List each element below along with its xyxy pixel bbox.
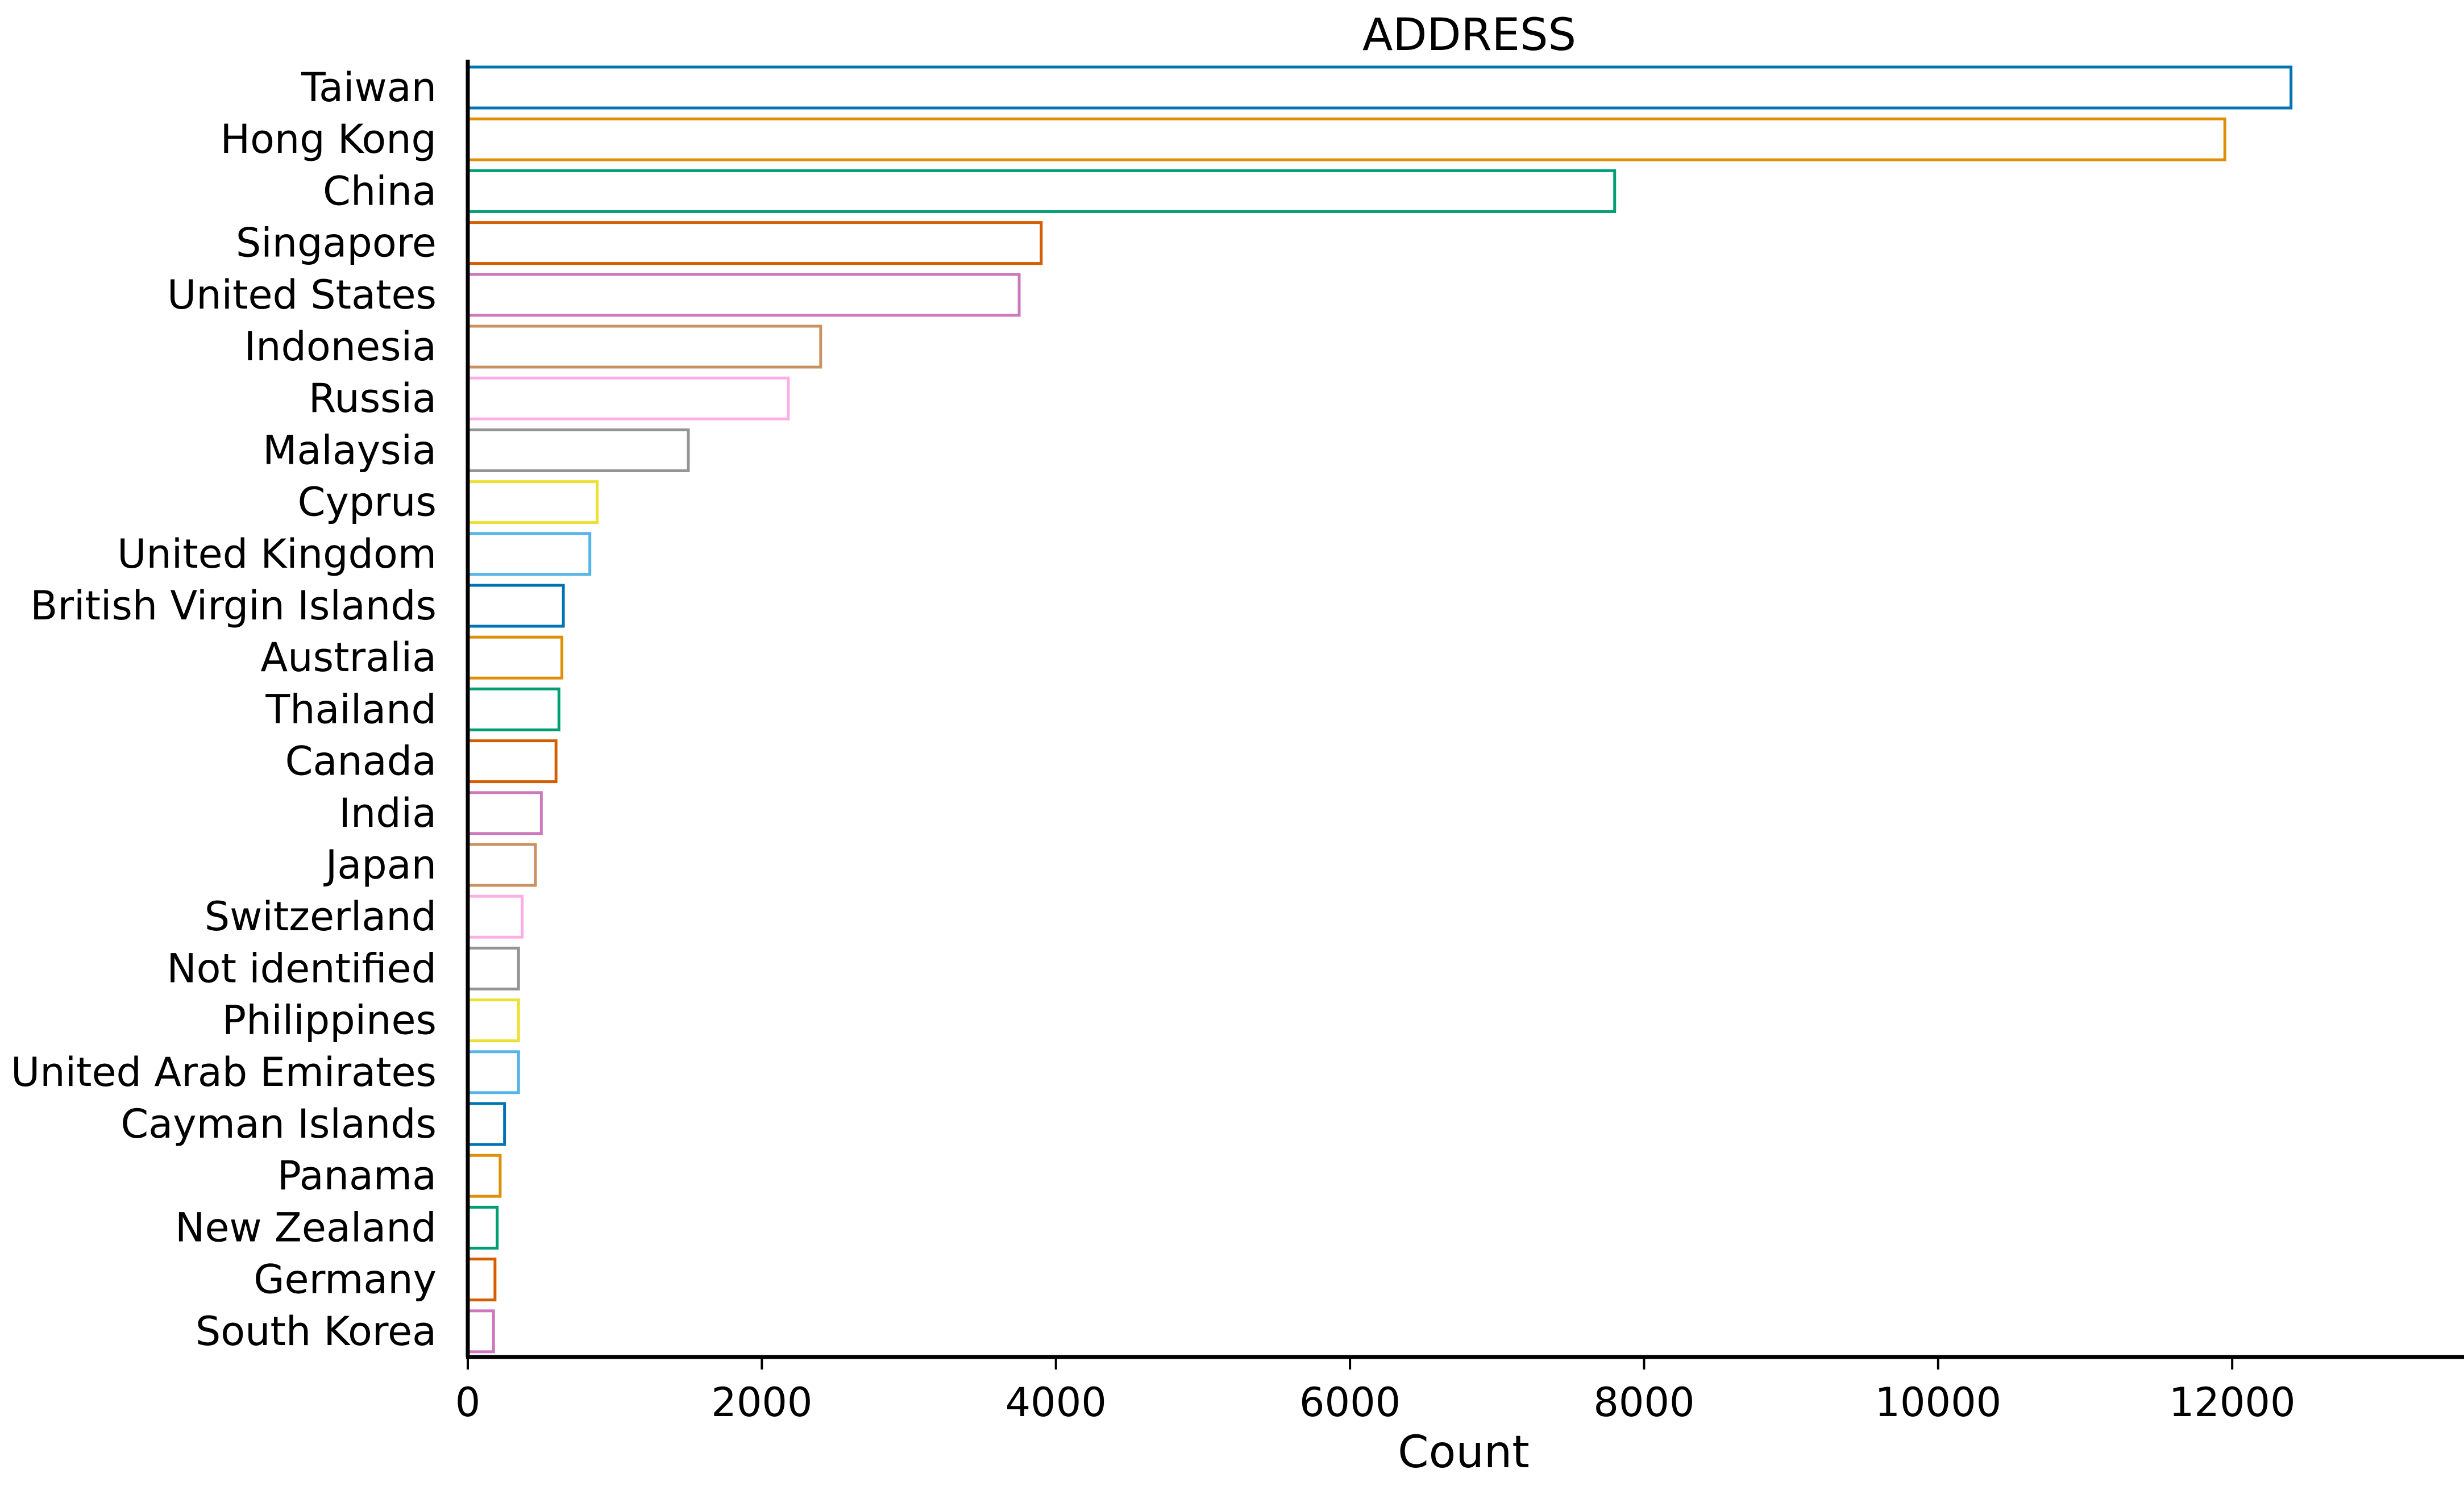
x-tick-label: 6000 [1299,1379,1401,1426]
bar [466,1102,506,1146]
bar [466,1050,520,1094]
bar [466,376,790,421]
category-label: Not identified [167,945,437,992]
bar [466,1205,499,1250]
bar [466,635,564,680]
category-label: Panama [277,1152,437,1199]
bar [466,843,537,887]
bar [466,791,543,835]
category-labels: Taiwan Hong Kong China Singapore United Stat… [11,64,437,1355]
category-label: Germany [254,1256,437,1303]
bar [466,273,1021,317]
category-label: United States [167,272,437,318]
bar [466,428,690,472]
bar [466,946,520,990]
x-tick-label: 10000 [1875,1379,2001,1426]
category-label: Switzerland [205,893,437,940]
x-tick-label: 0 [455,1379,481,1426]
category-label: British Virgin Islands [30,582,437,629]
category-label: Thailand [265,686,437,732]
bar [466,480,599,525]
bar [466,584,565,628]
category-label: Hong Kong [220,116,437,163]
category-label: New Zealand [175,1204,437,1251]
category-label: Taiwan [301,64,437,111]
category-label: Singapore [236,220,437,267]
category-label: India [339,790,437,836]
bar [466,65,2293,110]
bar [466,1309,495,1354]
bar [466,221,1043,265]
category-label: Cayman Islands [121,1101,437,1147]
category-label: China [323,168,437,214]
category-label: Russia [309,375,437,422]
category-label: Philippines [222,997,437,1044]
category-label: Japan [323,842,437,888]
bar [466,169,1617,213]
bar [466,1154,502,1198]
x-axis-ticks: 0 2000 4000 6000 8000 10000 12000 [455,1357,2296,1426]
x-tick-label: 2000 [711,1379,812,1426]
category-label: Indonesia [244,323,437,370]
x-tick-label: 8000 [1593,1379,1694,1426]
category-label: United Kingdom [117,531,437,577]
category-label: Malaysia [263,427,437,473]
bar [466,739,558,784]
bar [466,998,520,1043]
bar [466,532,592,576]
bar [466,894,524,939]
category-label: Canada [285,738,437,785]
x-tick-label: 4000 [1005,1379,1107,1426]
bar [466,1258,497,1302]
bars-group [466,65,2293,1354]
chart-title: ADDRESS [1362,10,1576,61]
x-tick-label: 12000 [2169,1379,2296,1426]
category-label: Australia [260,634,437,681]
category-label: United Arab Emirates [11,1049,437,1096]
bar [466,324,822,369]
bar [466,687,560,731]
category-label: South Korea [196,1308,437,1355]
x-axis-title: Count [1398,1427,1530,1478]
bar [466,117,2226,161]
category-label: Cyprus [298,479,437,526]
